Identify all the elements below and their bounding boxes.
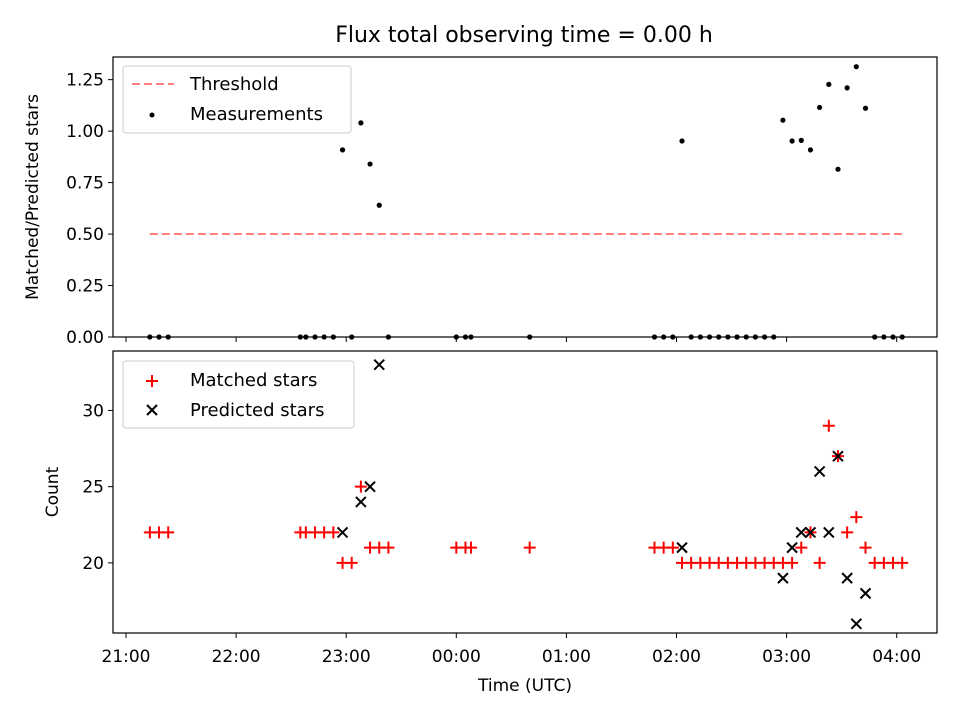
measurement-point	[339, 147, 346, 153]
predicted-star-point	[823, 526, 835, 539]
matched-star-point	[523, 541, 536, 554]
predicted-star-point	[832, 450, 844, 462]
predicted-star-point	[859, 587, 872, 600]
bottom-x-ticks: 21:00 22:00 23:00 00:00 01:00 02:00 03:00 04:00	[102, 633, 921, 667]
top-y-tick-label: 1.25	[66, 71, 104, 91]
matched-star-point	[896, 556, 909, 569]
matched-star-point	[813, 556, 826, 569]
top-y-tick-label: 0.00	[66, 328, 104, 348]
measurement-point	[826, 81, 832, 87]
measurement-point	[862, 105, 869, 111]
threshold-legend-label: Threshold	[189, 74, 279, 95]
predicted-star-point	[841, 572, 853, 584]
matched-star-point	[382, 541, 395, 554]
bottom-panel: 20 25 30 21:00 22:00 23:00 00:00 01:00 02:00 03:…	[43, 350, 938, 696]
predicted-star-point	[373, 359, 385, 371]
bottom-y-tick-label: 25	[82, 478, 104, 498]
measurement-point	[780, 117, 786, 123]
matched-star-point	[859, 541, 872, 554]
measurement-point	[367, 161, 373, 167]
bottom-y-ticks: 20 25 30	[82, 401, 113, 574]
predicted-star-point	[786, 541, 798, 554]
bottom-legend: Matched stars Predicted stars	[122, 360, 355, 429]
measurement-point	[844, 85, 850, 91]
top-y-tick-label: 0.75	[66, 174, 104, 194]
bottom-x-tick-label: 02:00	[652, 647, 701, 667]
bottom-plot-frame	[112, 350, 938, 634]
matched-star-point	[795, 541, 808, 554]
predicted-star-point	[676, 541, 688, 554]
matched-stars-legend-swatch	[146, 375, 158, 387]
predicted-stars-legend-swatch	[146, 404, 158, 416]
measurements-legend-swatch	[149, 112, 155, 118]
measurement-point	[358, 120, 364, 126]
top-y-axis-label: Matched/Predicted stars	[23, 94, 43, 300]
matched-star-point	[666, 541, 679, 554]
bottom-y-tick-label: 30	[82, 401, 104, 421]
matched-star-point	[841, 526, 854, 539]
bottom-x-axis-label: Time (UTC)	[477, 676, 572, 696]
measurement-point	[835, 166, 841, 172]
measurements-legend-label: Measurements	[190, 104, 323, 125]
predicted-star-point	[804, 526, 817, 539]
matched-star-point	[327, 526, 340, 539]
bottom-y-tick-label: 20	[82, 554, 104, 574]
predicted-star-point	[364, 480, 376, 493]
top-legend: Threshold Measurements	[122, 65, 352, 134]
matched-star-point	[345, 556, 358, 569]
top-panel: 0.00 0.25 0.50 0.75 1.00 1.25 Matched/Predict…	[23, 56, 938, 348]
measurement-point	[817, 104, 823, 111]
top-x-ticks	[125, 337, 898, 342]
predicted-stars-legend-label: Predicted stars	[190, 400, 324, 421]
matched-star-point	[464, 541, 477, 554]
bottom-x-tick-label: 03:00	[762, 647, 811, 667]
predicted-star-point	[777, 572, 789, 584]
top-y-ticks: 0.00 0.25 0.50 0.75 1.00 1.25	[66, 71, 113, 348]
bottom-x-tick-label: 21:00	[102, 647, 151, 667]
bottom-x-tick-label: 22:00	[212, 647, 261, 667]
bottom-x-tick-label: 23:00	[322, 647, 371, 667]
top-y-tick-label: 1.00	[66, 122, 104, 142]
predicted-star-point	[850, 618, 863, 630]
predicted-star-point	[355, 496, 367, 508]
measurement-point	[789, 138, 795, 144]
top-y-tick-label: 0.50	[66, 225, 104, 245]
top-y-tick-label: 0.25	[66, 277, 104, 297]
bottom-x-tick-label: 01:00	[542, 647, 591, 667]
measurement-point	[376, 202, 382, 208]
top-legend-box	[122, 65, 352, 134]
predicted-star-point	[813, 465, 826, 478]
bottom-x-tick-label: 04:00	[872, 647, 921, 667]
matched-star-point	[822, 419, 835, 432]
bottom-y-axis-label: Count	[43, 466, 63, 517]
top-plot-frame	[112, 56, 938, 338]
matched-star-point	[786, 556, 799, 569]
measurement-point	[807, 147, 814, 153]
predicted-star-point	[336, 526, 349, 539]
bottom-x-tick-label: 00:00	[432, 647, 481, 667]
measurement-point	[679, 138, 685, 144]
bottom-legend-box	[122, 360, 355, 429]
matched-stars-legend-label: Matched stars	[190, 370, 317, 391]
measurement-point	[853, 64, 859, 70]
predicted-star-point	[795, 526, 807, 539]
matched-star-point	[354, 480, 367, 493]
measurement-point	[798, 137, 804, 143]
matched-star-point	[162, 526, 175, 539]
matched-star-point	[850, 511, 863, 524]
chart-title: Flux total observing time = 0.00 h	[335, 23, 713, 48]
bottom-marks	[143, 359, 909, 630]
